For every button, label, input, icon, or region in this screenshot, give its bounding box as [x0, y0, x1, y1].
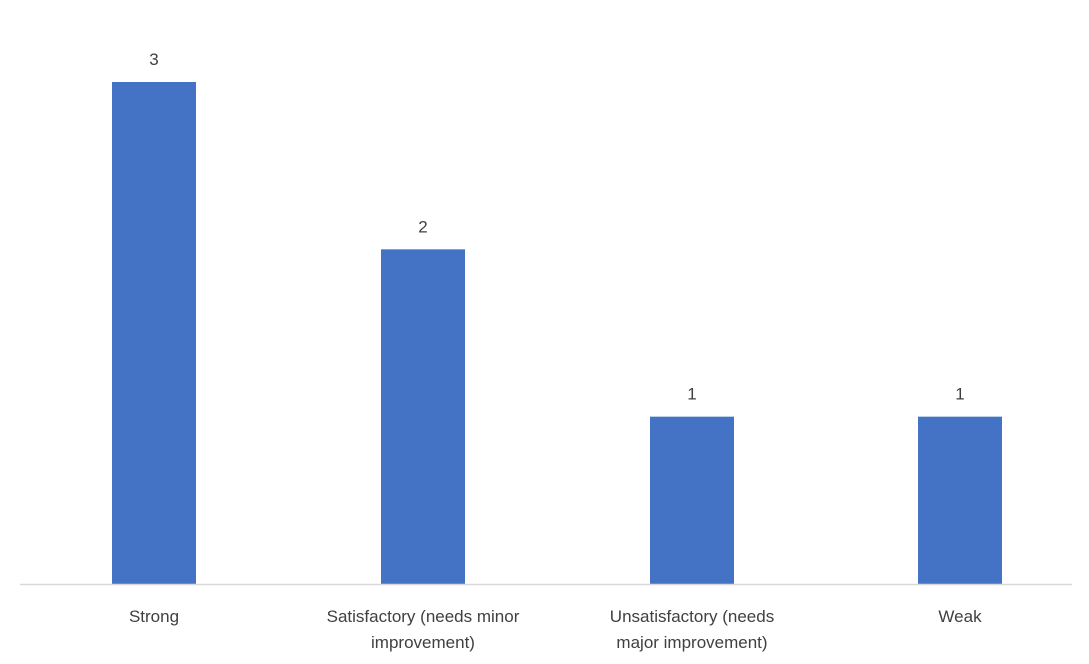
category-label-2-line-0: Unsatisfactory (needs	[610, 607, 774, 626]
data-label-1: 2	[418, 217, 427, 236]
bar-3	[918, 416, 1002, 584]
category-label-2-line-1: major improvement)	[616, 633, 767, 652]
category-label-0: Strong	[129, 607, 179, 626]
bars-group	[112, 82, 1002, 585]
category-label-2: Unsatisfactory (needs major improvement)	[610, 607, 774, 652]
bar-1	[381, 249, 465, 585]
data-labels-group: 3 2 1 1	[149, 50, 964, 404]
bar-2	[650, 416, 734, 584]
bar-0	[112, 82, 196, 584]
category-labels-group: Strong Satisfactory (needs minor improveme…	[129, 607, 982, 652]
category-label-1: Satisfactory (needs minor improvement)	[327, 607, 520, 652]
category-label-1-line-1: improvement)	[371, 633, 475, 652]
data-label-3: 1	[955, 385, 964, 404]
category-label-1-line-0: Satisfactory (needs minor	[327, 607, 520, 626]
data-label-0: 3	[149, 50, 158, 69]
category-label-0-line-0: Strong	[129, 607, 179, 626]
category-label-3: Weak	[938, 607, 982, 626]
data-label-2: 1	[687, 385, 696, 404]
category-label-3-line-0: Weak	[938, 607, 982, 626]
